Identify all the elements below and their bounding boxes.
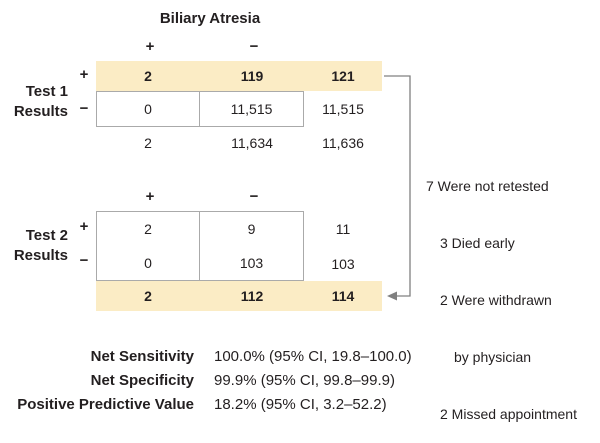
test1-cell-pos-neg: 119 — [200, 61, 304, 91]
connector-line — [384, 75, 411, 297]
test2-cell-pos-total: 11 — [304, 211, 382, 247]
test2-cell-neg-total: 103 — [304, 246, 382, 281]
net-specificity-value: 99.9% (95% CI, 99.8–99.9) — [214, 372, 395, 389]
test1-cell-neg-neg: 11,515 — [200, 91, 304, 127]
test1-cell-neg-total: 11,515 — [304, 91, 382, 127]
test1-cell-pos-total: 121 — [304, 61, 382, 91]
test1-cell-pos-pos: 2 — [96, 61, 200, 91]
note-line-1: 7 Were not retested — [426, 178, 549, 194]
retest-connector — [384, 75, 411, 301]
arrow-head-icon — [387, 291, 397, 301]
note-line-4: by physician — [454, 349, 532, 365]
ppv-label: Positive Predictive Value — [17, 396, 194, 413]
net-sensitivity-value: 100.0% (95% CI, 19.8–100.0) — [214, 348, 412, 365]
test2-col-minus-label: − — [249, 188, 259, 205]
test1-label-line2: Results — [13, 103, 68, 120]
test1-label: Test 1 Results — [0, 82, 68, 122]
test2-row-minus: − — [79, 252, 89, 269]
test2-total-total: 114 — [304, 281, 382, 311]
net-specificity-label: Net Specificity — [90, 372, 194, 389]
note-line-5: 2 Missed appointment — [440, 406, 577, 422]
col-minus-label: − — [249, 38, 259, 55]
col-plus-label: + — [145, 38, 155, 55]
test2-total-pos: 2 — [96, 281, 200, 311]
test1-total-total: 11,636 — [304, 128, 382, 158]
not-retested-note: 7 Were not retested 3 Died early 2 Were … — [426, 139, 577, 443]
note-line-3: 2 Were withdrawn — [440, 292, 552, 308]
test1-row-minus: − — [79, 100, 89, 117]
ppv-value: 18.2% (95% CI, 3.2–52.2) — [214, 396, 387, 413]
test1-total-neg: 11,634 — [200, 128, 304, 158]
note-line-2: 3 Died early — [440, 235, 515, 251]
test1-label-line1: Test 1 — [25, 83, 68, 100]
biliary-atresia-header: Biliary Atresia — [159, 10, 261, 27]
net-sensitivity-label: Net Sensitivity — [90, 348, 194, 365]
test2-col-plus-label: + — [145, 188, 155, 205]
test1-row-plus: + — [79, 66, 89, 83]
test2-cell-neg-pos: 0 — [96, 246, 200, 281]
test2-cell-neg-neg: 103 — [200, 246, 304, 281]
test2-label: Test 2 Results — [0, 226, 68, 266]
test2-label-line1: Test 2 — [25, 227, 68, 244]
test2-row-plus: + — [79, 218, 89, 235]
test1-total-pos: 2 — [96, 128, 200, 158]
test1-cell-neg-pos: 0 — [96, 91, 200, 127]
test2-label-line2: Results — [13, 247, 68, 264]
test2-total-neg: 112 — [200, 281, 304, 311]
test2-cell-pos-neg: 9 — [200, 211, 304, 247]
